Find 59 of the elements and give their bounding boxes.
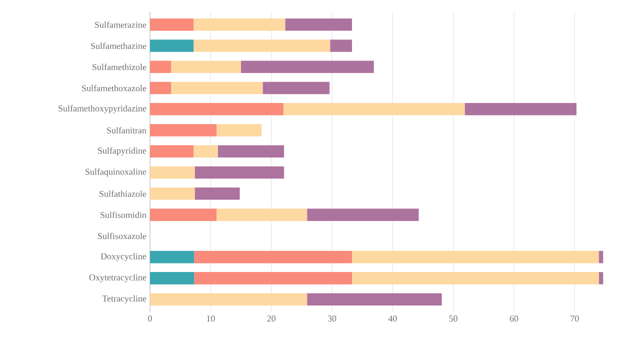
bar [150,250,194,264]
x-tick-label: 30 [328,316,336,322]
bar [283,103,465,116]
x-tick-label: 60 [510,316,518,322]
bar [194,272,352,284]
y-tick-label: Sulfisomidin [100,212,146,218]
bar [598,272,604,284]
y-tick-label: Sulfamethazine [91,42,146,50]
bar [194,188,240,200]
y-tick-label: Sulfaquinoxaline [86,168,146,177]
y-tick-label: Tetracycline [102,295,146,304]
x-tick-label: 10 [206,316,215,322]
y-tick-label: Sulfamethoxazole [82,84,146,92]
bar [285,18,352,31]
bar [262,82,330,94]
y-tick-label: Sulfapyridine [98,147,146,156]
bar [171,60,241,74]
bar [194,40,330,52]
bar [216,124,262,136]
bar [171,82,263,94]
x-tick-label: 40 [388,316,397,322]
bar [150,82,172,94]
y-tick-label: Sulfathiazole [100,190,146,197]
bar [352,272,599,284]
bar [150,272,194,284]
bar [330,40,352,52]
bar [150,40,194,52]
y-tick-label: Oxytetracycline [89,274,146,282]
bar [150,208,217,221]
bar [241,60,374,74]
bar [307,208,419,221]
y-tick-label: Doxycycline [100,252,146,262]
bar [598,250,604,264]
bar [194,145,218,158]
bar [150,293,308,306]
bar [218,145,284,158]
bar [464,103,576,116]
bar [150,124,217,136]
bar [150,145,194,158]
y-tick-label: Sulfamerazine [95,21,146,28]
y-tick-label: Sulfisoxazole [98,232,146,240]
y-tick-label: Sulfamethoxypyridazine [58,105,146,114]
bar [150,103,284,116]
bar [150,188,195,200]
x-tick-label: 50 [449,316,458,322]
bar [307,293,442,306]
bar [194,18,286,31]
bar [150,18,194,31]
x-tick-label: 70 [570,316,579,322]
bar [216,208,308,221]
bar [194,250,352,264]
bar [194,166,284,179]
x-tick-label: 20 [267,316,276,322]
bar [150,60,172,74]
x-tick-label: 0 [148,316,152,322]
bar [352,250,599,264]
y-tick-label: Sulfanitran [107,127,146,134]
y-tick-label: Sulfamethizole [92,64,146,70]
bar [150,166,195,179]
